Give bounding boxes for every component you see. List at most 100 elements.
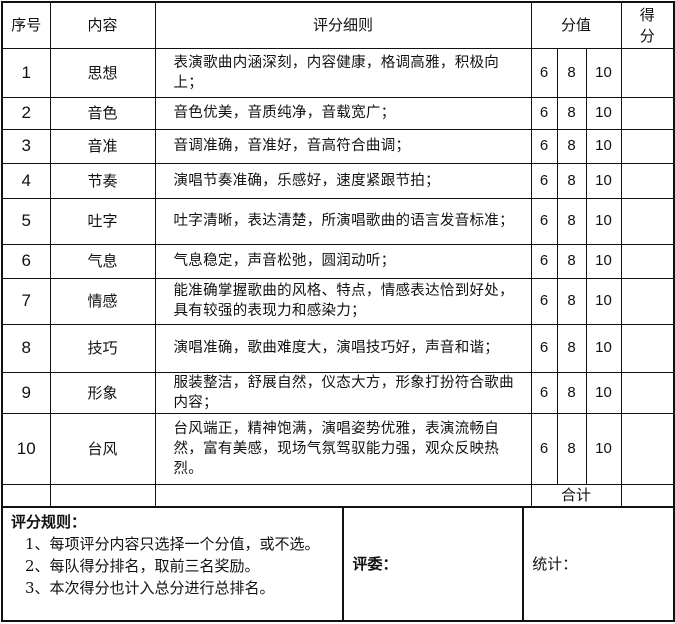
score-option-mid[interactable]: 8 [556, 323, 587, 373]
row-score-cell[interactable] [620, 47, 675, 98]
score-option-mid[interactable]: 8 [556, 128, 587, 164]
table-row: 9 形象 服装整洁，舒展自然，仪态大方，形象打扮符合歌曲内容； 6 8 10 [1, 371, 675, 414]
row-criteria: 气息稳定，声音松弛，圆润动听； [154, 243, 532, 279]
score-option-low[interactable]: 6 [530, 162, 558, 199]
score-option-low[interactable]: 6 [530, 128, 558, 164]
row-item: 思想 [49, 47, 156, 98]
header-seq: 序号 [1, 1, 51, 49]
score-option-high[interactable]: 10 [585, 277, 622, 325]
score-option-low[interactable]: 6 [530, 371, 558, 414]
score-option-mid[interactable]: 8 [556, 162, 587, 199]
total-row: 合计 [1, 483, 675, 508]
score-option-low[interactable]: 6 [530, 96, 558, 130]
score-option-low[interactable]: 6 [530, 47, 558, 98]
row-number: 8 [1, 323, 51, 373]
score-option-high[interactable]: 10 [585, 323, 622, 373]
score-option-high[interactable]: 10 [585, 371, 622, 414]
score-option-high[interactable]: 10 [585, 96, 622, 130]
row-score-cell[interactable] [620, 128, 675, 164]
rules-title: 评分规则： [11, 513, 87, 531]
row-number: 5 [1, 197, 51, 245]
table-row: 2 音色 音色优美，音质纯净，音载宽广； 6 8 10 [1, 96, 675, 130]
score-option-mid[interactable]: 8 [556, 371, 587, 414]
row-criteria: 表演歌曲内涵深刻，内容健康，格调高雅，积极向上； [154, 47, 532, 98]
row-criteria: 演唱节奏准确，乐感好，速度紧跟节拍； [154, 162, 532, 199]
rule-item: 1、每项评分内容只选择一个分值，或不选。 [25, 535, 320, 553]
score-option-low[interactable]: 6 [530, 323, 558, 373]
table-row: 4 节奏 演唱节奏准确，乐感好，速度紧跟节拍； 6 8 10 [1, 162, 675, 199]
score-option-high[interactable]: 10 [585, 412, 622, 485]
row-item: 音色 [49, 96, 156, 130]
header-score: 得分 [620, 1, 675, 49]
row-item: 节奏 [49, 162, 156, 199]
score-option-mid[interactable]: 8 [556, 96, 587, 130]
table-row: 6 气息 气息稳定，声音松弛，圆润动听； 6 8 10 [1, 243, 675, 279]
row-item: 吐字 [49, 197, 156, 245]
header-content: 内容 [49, 1, 156, 49]
score-option-high[interactable]: 10 [585, 162, 622, 199]
row-score-cell[interactable] [620, 243, 675, 279]
score-option-high[interactable]: 10 [585, 197, 622, 245]
header-criteria: 评分细则 [154, 1, 532, 49]
table-row: 1 思想 表演歌曲内涵深刻，内容健康，格调高雅，积极向上； 6 8 10 [1, 47, 675, 98]
rule-item: 3、本次得分也计入总分进行总排名。 [25, 579, 275, 597]
total-score-cell[interactable] [620, 483, 675, 508]
row-item: 技巧 [49, 323, 156, 373]
score-option-mid[interactable]: 8 [556, 277, 587, 325]
row-score-cell[interactable] [620, 96, 675, 130]
empty-cell [154, 483, 532, 508]
row-item: 情感 [49, 277, 156, 325]
row-number: 10 [1, 412, 51, 485]
score-option-mid[interactable]: 8 [556, 197, 587, 245]
score-option-low[interactable]: 6 [530, 412, 558, 485]
row-criteria: 台风端正，精神饱满，演唱姿势优雅，表演流畅自然，富有美感，现场气氛驾驭能力强，观… [154, 412, 532, 485]
row-criteria: 吐字清晰，表达清楚，所演唱歌曲的语言发音标准； [154, 197, 532, 245]
row-item: 音准 [49, 128, 156, 164]
row-number: 6 [1, 243, 51, 279]
row-item: 形象 [49, 371, 156, 414]
row-score-cell[interactable] [620, 323, 675, 373]
score-option-low[interactable]: 6 [530, 197, 558, 245]
footer-table: 评分规则： 1、每项评分内容只选择一个分值，或不选。 2、每队得分排名，取前三名… [0, 507, 675, 622]
score-option-mid[interactable]: 8 [556, 243, 587, 279]
table-row: 3 音准 音调准确，音准好，音高符合曲调； 6 8 10 [1, 128, 675, 164]
judge-label: 评委： [352, 554, 398, 573]
row-score-cell[interactable] [620, 162, 675, 199]
empty-cell [49, 483, 156, 508]
row-score-cell[interactable] [620, 412, 675, 485]
row-criteria: 能准确掌握歌曲的风格、特点，情感表达恰到好处，具有较强的表现力和感染力； [154, 277, 532, 325]
score-option-low[interactable]: 6 [530, 277, 558, 325]
score-option-high[interactable]: 10 [585, 47, 622, 98]
header-values: 分值 [530, 1, 622, 49]
row-criteria: 音调准确，音准好，音高符合曲调； [154, 128, 532, 164]
table-row: 8 技巧 演唱准确，歌曲难度大，演唱技巧好，声音和谐； 6 8 10 [1, 323, 675, 373]
row-number: 1 [1, 47, 51, 98]
row-number: 4 [1, 162, 51, 199]
row-criteria: 音色优美，音质纯净，音载宽广； [154, 96, 532, 130]
row-score-cell[interactable] [620, 371, 675, 414]
table-row: 10 台风 台风端正，精神饱满，演唱姿势优雅，表演流畅自然，富有美感，现场气氛驾驭能… [1, 412, 675, 485]
score-option-high[interactable]: 10 [585, 128, 622, 164]
scoring-table: 序号 内容 评分细则 分值 得分 1 思想 表演歌曲内涵深刻，内容健康，格调高雅，积… [1, 1, 675, 508]
score-option-high[interactable]: 10 [585, 243, 622, 279]
score-option-mid[interactable]: 8 [556, 47, 587, 98]
row-score-cell[interactable] [620, 277, 675, 325]
row-criteria: 服装整洁，舒展自然，仪态大方，形象打扮符合歌曲内容； [154, 371, 532, 414]
total-label: 合计 [530, 483, 622, 508]
row-number: 9 [1, 371, 51, 414]
statistics-field[interactable]: 统计： [522, 507, 675, 622]
score-option-low[interactable]: 6 [530, 243, 558, 279]
table-row: 7 情感 能准确掌握歌曲的风格、特点，情感表达恰到好处，具有较强的表现力和感染力； 6… [1, 277, 675, 325]
row-item: 气息 [49, 243, 156, 279]
rule-item: 2、每队得分排名，取前三名奖励。 [25, 557, 260, 575]
row-number: 3 [1, 128, 51, 164]
stat-label: 统计： [532, 554, 578, 573]
row-item: 台风 [49, 412, 156, 485]
score-option-mid[interactable]: 8 [556, 412, 587, 485]
scoring-rules: 评分规则： 1、每项评分内容只选择一个分值，或不选。 2、每队得分排名，取前三名… [0, 507, 345, 622]
empty-cell [1, 483, 51, 508]
judge-signature-field[interactable]: 评委： [342, 507, 525, 622]
header-row: 序号 内容 评分细则 分值 得分 [1, 1, 675, 49]
row-score-cell[interactable] [620, 197, 675, 245]
row-criteria: 演唱准确，歌曲难度大，演唱技巧好，声音和谐； [154, 323, 532, 373]
